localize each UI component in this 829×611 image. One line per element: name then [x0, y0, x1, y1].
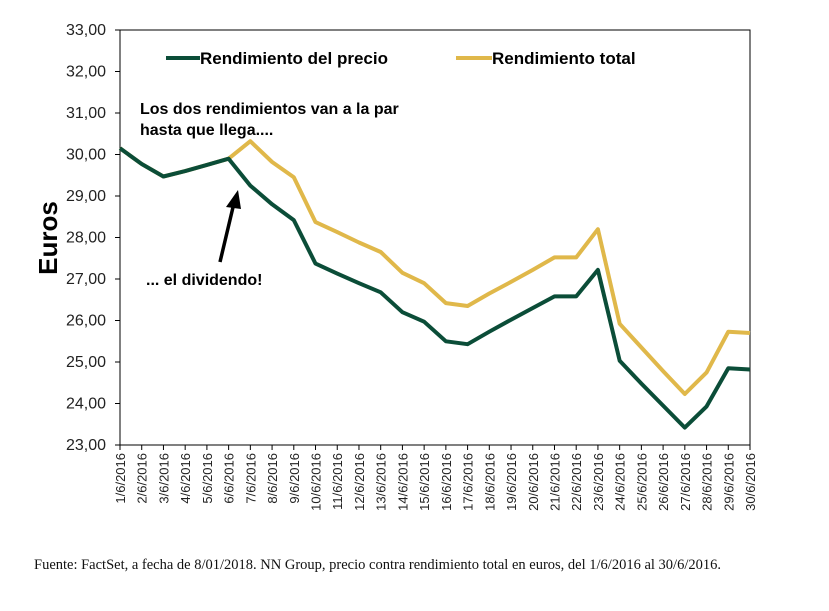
x-tick-label: 8/6/2016	[265, 453, 280, 504]
x-tick-label: 10/6/2016	[309, 453, 324, 511]
x-tick-label: 24/6/2016	[613, 453, 628, 511]
line-chart: 23,00 24,00 25,00 26,00 27,00 28,00 29,00 30,00…	[33, 22, 758, 511]
x-tick-label: 17/6/2016	[461, 453, 476, 511]
x-tick-label: 13/6/2016	[374, 453, 389, 511]
x-tick-label: 4/6/2016	[178, 453, 193, 504]
x-tick-label: 20/6/2016	[526, 453, 541, 511]
y-tick-label: 32,00	[66, 64, 106, 81]
x-tick-label: 27/6/2016	[678, 453, 693, 511]
x-tick-label: 11/6/2016	[330, 453, 345, 510]
x-tick-label: 21/6/2016	[547, 453, 562, 511]
y-tick-label: 24,00	[66, 396, 106, 413]
x-tick-label: 23/6/2016	[591, 453, 606, 511]
x-tick-label: 18/6/2016	[482, 453, 497, 511]
annotation-line-1: Los dos rendimientos van a la par	[140, 101, 399, 118]
y-tick-label: 30,00	[66, 147, 106, 164]
y-tick-label: 29,00	[66, 188, 106, 205]
x-axis-ticks: 1/6/2016 2/6/2016 3/6/2016 4/6/2016 5/6/2016…	[113, 445, 758, 511]
x-tick-label: 28/6/2016	[700, 453, 715, 511]
x-tick-label: 25/6/2016	[634, 453, 649, 511]
legend-label-price: Rendimiento del precio	[200, 49, 388, 68]
series-line-price-return	[118, 146, 751, 430]
x-tick-label: 1/6/2016	[113, 453, 128, 504]
x-tick-label: 19/6/2016	[504, 453, 519, 511]
x-tick-label: 15/6/2016	[417, 453, 432, 511]
y-tick-label: 27,00	[66, 271, 106, 288]
dividend-arrow	[218, 190, 241, 263]
x-tick-label: 26/6/2016	[656, 453, 671, 511]
y-tick-label: 25,00	[66, 354, 106, 371]
plot-area	[119, 29, 751, 446]
x-tick-label: 16/6/2016	[439, 453, 454, 511]
x-tick-label: 29/6/2016	[721, 453, 736, 511]
x-tick-label: 2/6/2016	[135, 453, 150, 504]
y-tick-label: 31,00	[66, 105, 106, 122]
y-axis-label: Euros	[33, 201, 63, 275]
x-tick-label: 30/6/2016	[743, 453, 758, 511]
y-tick-label: 26,00	[66, 313, 106, 330]
x-tick-label: 12/6/2016	[352, 453, 367, 511]
y-axis-ticks: 23,00 24,00 25,00 26,00 27,00 28,00 29,00 30,00…	[66, 22, 120, 454]
series-lines	[118, 139, 751, 430]
source-note: Fuente: FactSet, a fecha de 8/01/2018. N…	[34, 557, 721, 573]
legend: Rendimiento del precio Rendimiento total	[166, 49, 636, 68]
x-tick-label: 7/6/2016	[243, 453, 258, 504]
x-tick-label: 22/6/2016	[569, 453, 584, 511]
x-tick-label: 3/6/2016	[156, 453, 171, 504]
x-tick-label: 9/6/2016	[287, 453, 302, 504]
annotation-dividend: ... el dividendo!	[146, 272, 262, 289]
y-tick-label: 33,00	[66, 22, 106, 39]
legend-label-total: Rendimiento total	[492, 49, 636, 68]
y-tick-label: 23,00	[66, 437, 106, 454]
x-tick-label: 5/6/2016	[200, 453, 215, 504]
y-tick-label: 28,00	[66, 230, 106, 247]
x-tick-label: 6/6/2016	[222, 453, 237, 504]
x-tick-label: 14/6/2016	[395, 453, 410, 511]
annotation-line-2: hasta que llega....	[140, 122, 273, 139]
